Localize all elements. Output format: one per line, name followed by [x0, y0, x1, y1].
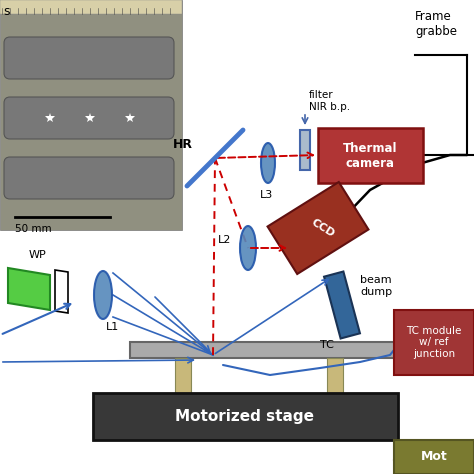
- Bar: [0, 0, 182, 14]
- FancyBboxPatch shape: [4, 157, 174, 199]
- Text: Motorized stage: Motorized stage: [175, 410, 315, 425]
- Text: Thermal
camera: Thermal camera: [343, 142, 398, 170]
- Text: beam
dump: beam dump: [360, 275, 392, 297]
- Bar: [130, 342, 395, 358]
- Polygon shape: [324, 272, 360, 338]
- Text: HR: HR: [173, 138, 193, 151]
- Text: TC module
w/ ref
junction: TC module w/ ref junction: [406, 326, 462, 359]
- Polygon shape: [55, 270, 68, 313]
- Bar: [175, 358, 191, 393]
- Bar: [93, 393, 398, 440]
- Text: 50 mm: 50 mm: [15, 224, 52, 234]
- Text: Mot: Mot: [420, 450, 447, 464]
- Text: Frame
grabbe: Frame grabbe: [415, 10, 457, 38]
- Bar: [300, 130, 310, 170]
- Text: WP: WP: [29, 250, 47, 260]
- Bar: [327, 358, 343, 393]
- Polygon shape: [8, 268, 50, 310]
- Text: s: s: [3, 5, 9, 18]
- FancyBboxPatch shape: [4, 37, 174, 79]
- Text: filter: filter: [309, 90, 334, 100]
- Bar: [394, 440, 474, 474]
- Bar: [394, 310, 474, 375]
- Bar: [0, 0, 182, 230]
- Polygon shape: [267, 182, 368, 274]
- Text: CCD: CCD: [310, 217, 337, 239]
- Ellipse shape: [240, 226, 256, 270]
- Text: TC: TC: [320, 340, 334, 350]
- Text: NIR b.p.: NIR b.p.: [309, 102, 350, 112]
- FancyBboxPatch shape: [4, 97, 174, 139]
- Text: L1: L1: [106, 322, 119, 332]
- Ellipse shape: [261, 143, 275, 183]
- Ellipse shape: [94, 271, 112, 319]
- Bar: [318, 128, 423, 183]
- Text: L3: L3: [260, 190, 273, 200]
- Text: L2: L2: [218, 235, 231, 245]
